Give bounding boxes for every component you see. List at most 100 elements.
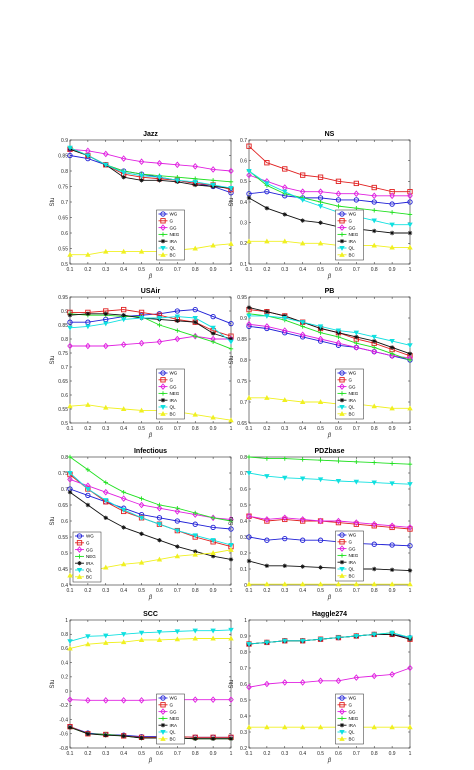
data-point — [138, 501, 145, 509]
data-point — [353, 180, 359, 187]
data-point — [317, 581, 324, 587]
x-tick-label: 1 — [409, 426, 412, 432]
legend-marker — [339, 245, 345, 251]
y-tick-label: 0.55 — [58, 407, 68, 413]
legend-label: WG — [86, 534, 94, 539]
data-point — [156, 515, 163, 521]
legend-label: BC — [170, 412, 177, 417]
data-point — [67, 325, 73, 331]
legend-label: WG — [349, 212, 357, 217]
x-tick-label: 0.8 — [371, 267, 378, 273]
data-point — [264, 160, 270, 166]
y-tick-label: 0.9 — [240, 634, 247, 640]
x-tick-label: 0.4 — [299, 267, 306, 273]
data-point — [228, 736, 234, 741]
plot-area — [69, 296, 232, 424]
x-tick-label: 0.3 — [102, 267, 109, 273]
x-tick-label: 0.4 — [120, 751, 127, 757]
data-point — [335, 517, 342, 525]
data-point — [246, 394, 252, 400]
legend-marker — [339, 539, 345, 545]
data-point — [67, 313, 73, 318]
data-point — [264, 537, 270, 543]
y-axis-label: Stu — [50, 516, 56, 525]
data-point — [103, 564, 109, 570]
y-tick-label: 0.4 — [61, 660, 68, 666]
y-tick-label: 0.6 — [61, 646, 68, 652]
x-tick-label: 0.5 — [317, 426, 324, 432]
data-point — [174, 308, 180, 314]
data-point — [85, 634, 91, 640]
data-point — [210, 554, 216, 559]
data-point — [67, 145, 73, 151]
x-tick-label: 0.5 — [317, 751, 324, 757]
data-point — [407, 212, 413, 217]
y-tick-label: 0.6 — [240, 158, 247, 164]
data-point — [192, 163, 199, 170]
y-tick-label: 0.6 — [240, 487, 247, 493]
data-point — [138, 630, 145, 636]
data-point — [335, 478, 342, 484]
legend-label: QL — [349, 730, 356, 735]
legend-marker — [160, 211, 166, 217]
x-axis-label: β — [327, 595, 332, 601]
data-point — [407, 526, 413, 532]
x-tick-label: 0.8 — [371, 588, 378, 594]
data-point — [210, 736, 216, 741]
x-axis-label: β — [148, 433, 153, 439]
legend-label: IRA — [170, 723, 178, 728]
y-tick-label: 0.65 — [58, 215, 68, 221]
data-point — [102, 150, 109, 158]
data-point — [192, 245, 198, 251]
y-tick-label: 0.75 — [58, 184, 68, 190]
data-point — [371, 523, 377, 529]
data-point — [353, 519, 360, 526]
legend-marker — [339, 560, 345, 565]
chart-title: SCC — [143, 611, 158, 618]
data-point — [300, 564, 305, 569]
y-tick-label: 0.85 — [58, 153, 68, 159]
x-tick-label: 0.3 — [281, 267, 288, 273]
data-point — [353, 330, 360, 336]
data-point — [120, 639, 127, 645]
x-tick-label: 0.5 — [138, 267, 145, 273]
data-point — [335, 328, 342, 334]
legend-marker — [339, 553, 345, 558]
data-point — [228, 241, 234, 246]
legend-marker — [160, 224, 166, 231]
x-tick-label: 0.9 — [389, 751, 396, 757]
series-ql — [246, 470, 413, 488]
data-point — [192, 628, 198, 634]
y-tick-label: 0.3 — [240, 535, 247, 541]
x-tick-label: 0.1 — [67, 751, 74, 757]
legend-marker — [77, 554, 82, 559]
legend-marker — [160, 410, 166, 416]
data-point — [353, 190, 360, 198]
data-point — [389, 481, 395, 487]
data-point — [317, 399, 324, 405]
data-point — [228, 542, 234, 548]
data-point — [371, 199, 377, 205]
data-point — [138, 697, 145, 704]
data-point — [103, 639, 109, 645]
data-point — [264, 206, 270, 211]
x-tick-label: 0.3 — [102, 751, 109, 757]
data-point — [175, 506, 180, 511]
data-point — [157, 502, 162, 508]
y-tick-label: 0.3 — [240, 730, 247, 736]
data-point — [103, 162, 109, 168]
data-point — [210, 538, 216, 544]
data-point — [175, 318, 180, 323]
data-point — [246, 512, 252, 520]
legend-marker — [339, 239, 345, 244]
legend-marker — [160, 251, 166, 257]
y-tick-label: 0.9 — [61, 138, 68, 144]
data-point — [407, 664, 413, 672]
data-point — [300, 218, 305, 223]
data-point — [85, 486, 91, 492]
series-line — [248, 174, 410, 197]
data-point — [228, 526, 234, 532]
series-bc — [246, 581, 413, 587]
series-line — [70, 243, 232, 256]
legend-label: BC — [349, 253, 356, 258]
